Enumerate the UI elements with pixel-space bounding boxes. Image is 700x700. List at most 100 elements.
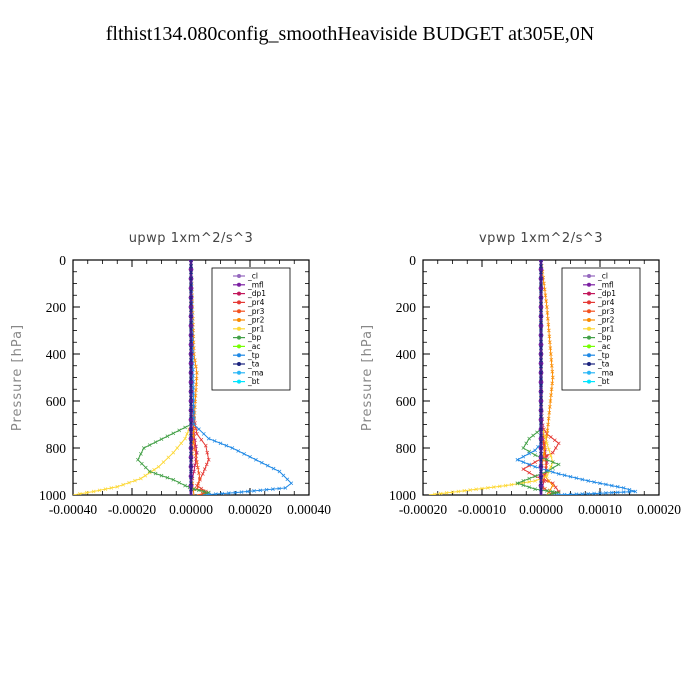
data-point	[277, 469, 282, 474]
legend-label: _dp1	[597, 289, 616, 298]
x-tick-label: 0.00020	[637, 502, 681, 517]
data-point	[289, 481, 294, 486]
legend-label: _pr1	[597, 324, 615, 333]
data-point	[254, 457, 258, 462]
y-tick-label: 800	[46, 441, 67, 456]
data-point	[206, 457, 211, 462]
y-tick-label: 1000	[39, 488, 66, 503]
data-point	[189, 463, 193, 468]
data-point	[539, 433, 543, 438]
data-point	[539, 457, 543, 462]
legend-label: _pr4	[597, 298, 615, 307]
legend-swatch-marker	[587, 291, 591, 296]
legend-swatch-marker	[587, 326, 591, 331]
data-point	[615, 484, 620, 489]
data-point	[533, 487, 537, 491]
legend-item: _bt	[233, 377, 260, 386]
legend-item: _ma	[233, 368, 264, 377]
data-point	[258, 488, 263, 493]
data-point	[550, 369, 555, 374]
legend-swatch-marker	[237, 344, 241, 349]
data-point	[143, 473, 148, 478]
data-point	[281, 473, 286, 478]
legend-item: _mfl	[583, 280, 614, 289]
data-point	[533, 453, 537, 457]
legend-label: _tp	[597, 351, 610, 360]
legend-label: _pr2	[247, 316, 265, 325]
data-point	[189, 377, 193, 381]
data-point	[109, 486, 114, 490]
data-point	[165, 475, 170, 480]
legend-label: _bt	[597, 377, 610, 386]
data-point	[189, 352, 193, 356]
data-point	[539, 327, 543, 331]
data-point	[252, 489, 256, 493]
x-tick-label: 0.00000	[519, 502, 563, 517]
y-tick-label: 400	[396, 347, 417, 362]
y-tick-label: 0	[59, 253, 66, 268]
data-point	[545, 468, 549, 473]
data-point	[609, 483, 614, 488]
data-point	[545, 489, 549, 493]
data-point	[183, 483, 187, 488]
data-point	[152, 467, 156, 472]
data-point	[248, 454, 252, 459]
data-point	[556, 492, 561, 495]
data-point	[539, 352, 543, 356]
data-point	[265, 463, 270, 468]
data-point	[552, 438, 557, 443]
data-point	[515, 457, 520, 462]
data-point	[195, 432, 199, 436]
data-point	[545, 457, 549, 462]
data-point	[159, 473, 164, 478]
data-point	[189, 383, 193, 388]
data-point	[533, 464, 537, 469]
data-point	[539, 260, 543, 262]
legend-swatch-marker	[237, 353, 241, 358]
data-point	[539, 283, 543, 287]
data-point	[156, 464, 161, 469]
x-tick-label: -0.00020	[108, 502, 157, 517]
data-point	[189, 289, 193, 294]
data-point	[542, 452, 546, 456]
data-point	[592, 491, 596, 495]
data-point	[480, 486, 484, 491]
data-point	[544, 463, 549, 468]
data-point	[189, 433, 193, 438]
data-point	[195, 460, 199, 464]
chart-title: upwp 1xm^2/s^3	[129, 231, 254, 246]
data-point	[91, 489, 96, 494]
data-point	[226, 491, 231, 495]
data-point	[548, 435, 553, 439]
data-point	[521, 460, 526, 464]
legend-swatch-marker	[237, 362, 241, 366]
data-point	[539, 481, 543, 486]
chart-panel-vpwp: vpwp 1xm^2/s^3 Pressure [hPa] 0 200 400 600 80…	[360, 231, 681, 517]
data-point	[239, 490, 244, 494]
series-line	[190, 260, 210, 495]
data-point	[245, 489, 250, 494]
x-tick-label: 0.00020	[228, 502, 272, 517]
legend-item: _pr2	[583, 316, 615, 325]
data-point	[189, 302, 193, 306]
data-point	[236, 449, 241, 453]
x-tick-label: -0.00010	[458, 502, 507, 517]
data-point	[527, 470, 532, 475]
data-point	[194, 388, 198, 392]
data-point	[550, 460, 555, 464]
data-point	[139, 476, 143, 481]
data-point	[189, 402, 193, 406]
data-point	[539, 320, 543, 325]
data-point	[191, 404, 196, 409]
data-point	[259, 460, 264, 465]
legend-item: _pr3	[233, 307, 265, 316]
data-point	[586, 491, 591, 495]
data-point	[175, 446, 180, 450]
data-point	[539, 358, 543, 363]
data-point	[550, 450, 555, 455]
data-point	[97, 488, 102, 493]
data-point	[545, 428, 550, 433]
legend-swatch-marker	[237, 370, 241, 375]
data-point	[195, 370, 199, 375]
data-point	[189, 327, 193, 331]
